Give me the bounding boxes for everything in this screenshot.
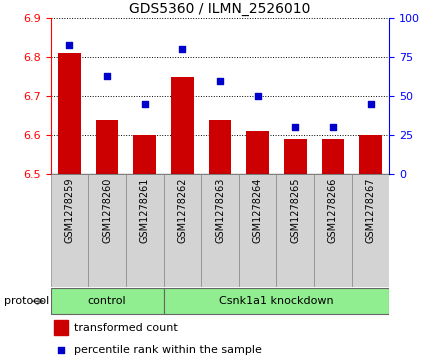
Text: GSM1278259: GSM1278259 [64, 178, 74, 243]
Text: GSM1278265: GSM1278265 [290, 178, 300, 243]
Point [292, 125, 299, 130]
Bar [322, 139, 344, 174]
Bar [246, 131, 269, 174]
Bar [352, 174, 389, 287]
Text: protocol: protocol [4, 296, 50, 306]
Bar [88, 174, 126, 287]
Bar [126, 174, 164, 287]
Bar [58, 53, 81, 174]
Text: Csnk1a1 knockdown: Csnk1a1 knockdown [219, 296, 334, 306]
Point [179, 46, 186, 52]
Point [66, 42, 73, 48]
Bar [133, 135, 156, 174]
Text: GSM1278262: GSM1278262 [177, 178, 187, 243]
Bar [164, 174, 201, 287]
Bar [314, 174, 352, 287]
Point [103, 73, 110, 79]
Bar [209, 120, 231, 174]
Point [141, 101, 148, 107]
Text: GSM1278266: GSM1278266 [328, 178, 338, 243]
Bar [54, 320, 68, 335]
Bar [51, 174, 88, 287]
Title: GDS5360 / ILMN_2526010: GDS5360 / ILMN_2526010 [129, 2, 311, 16]
Bar [239, 174, 276, 287]
Point [216, 78, 224, 83]
Text: GSM1278261: GSM1278261 [140, 178, 150, 243]
Bar [96, 120, 118, 174]
Point [254, 93, 261, 99]
Text: GSM1278263: GSM1278263 [215, 178, 225, 243]
Text: GSM1278264: GSM1278264 [253, 178, 263, 243]
Bar [359, 135, 382, 174]
Point [367, 101, 374, 107]
Point [330, 125, 337, 130]
Text: transformed count: transformed count [74, 323, 178, 333]
Text: percentile rank within the sample: percentile rank within the sample [74, 345, 262, 355]
Point [57, 347, 64, 353]
Text: GSM1278260: GSM1278260 [102, 178, 112, 243]
Bar [164, 288, 389, 314]
Bar [201, 174, 239, 287]
Bar [171, 77, 194, 174]
Bar [284, 139, 307, 174]
Bar [51, 288, 164, 314]
Text: control: control [88, 296, 126, 306]
Bar [276, 174, 314, 287]
Text: GSM1278267: GSM1278267 [366, 178, 376, 243]
